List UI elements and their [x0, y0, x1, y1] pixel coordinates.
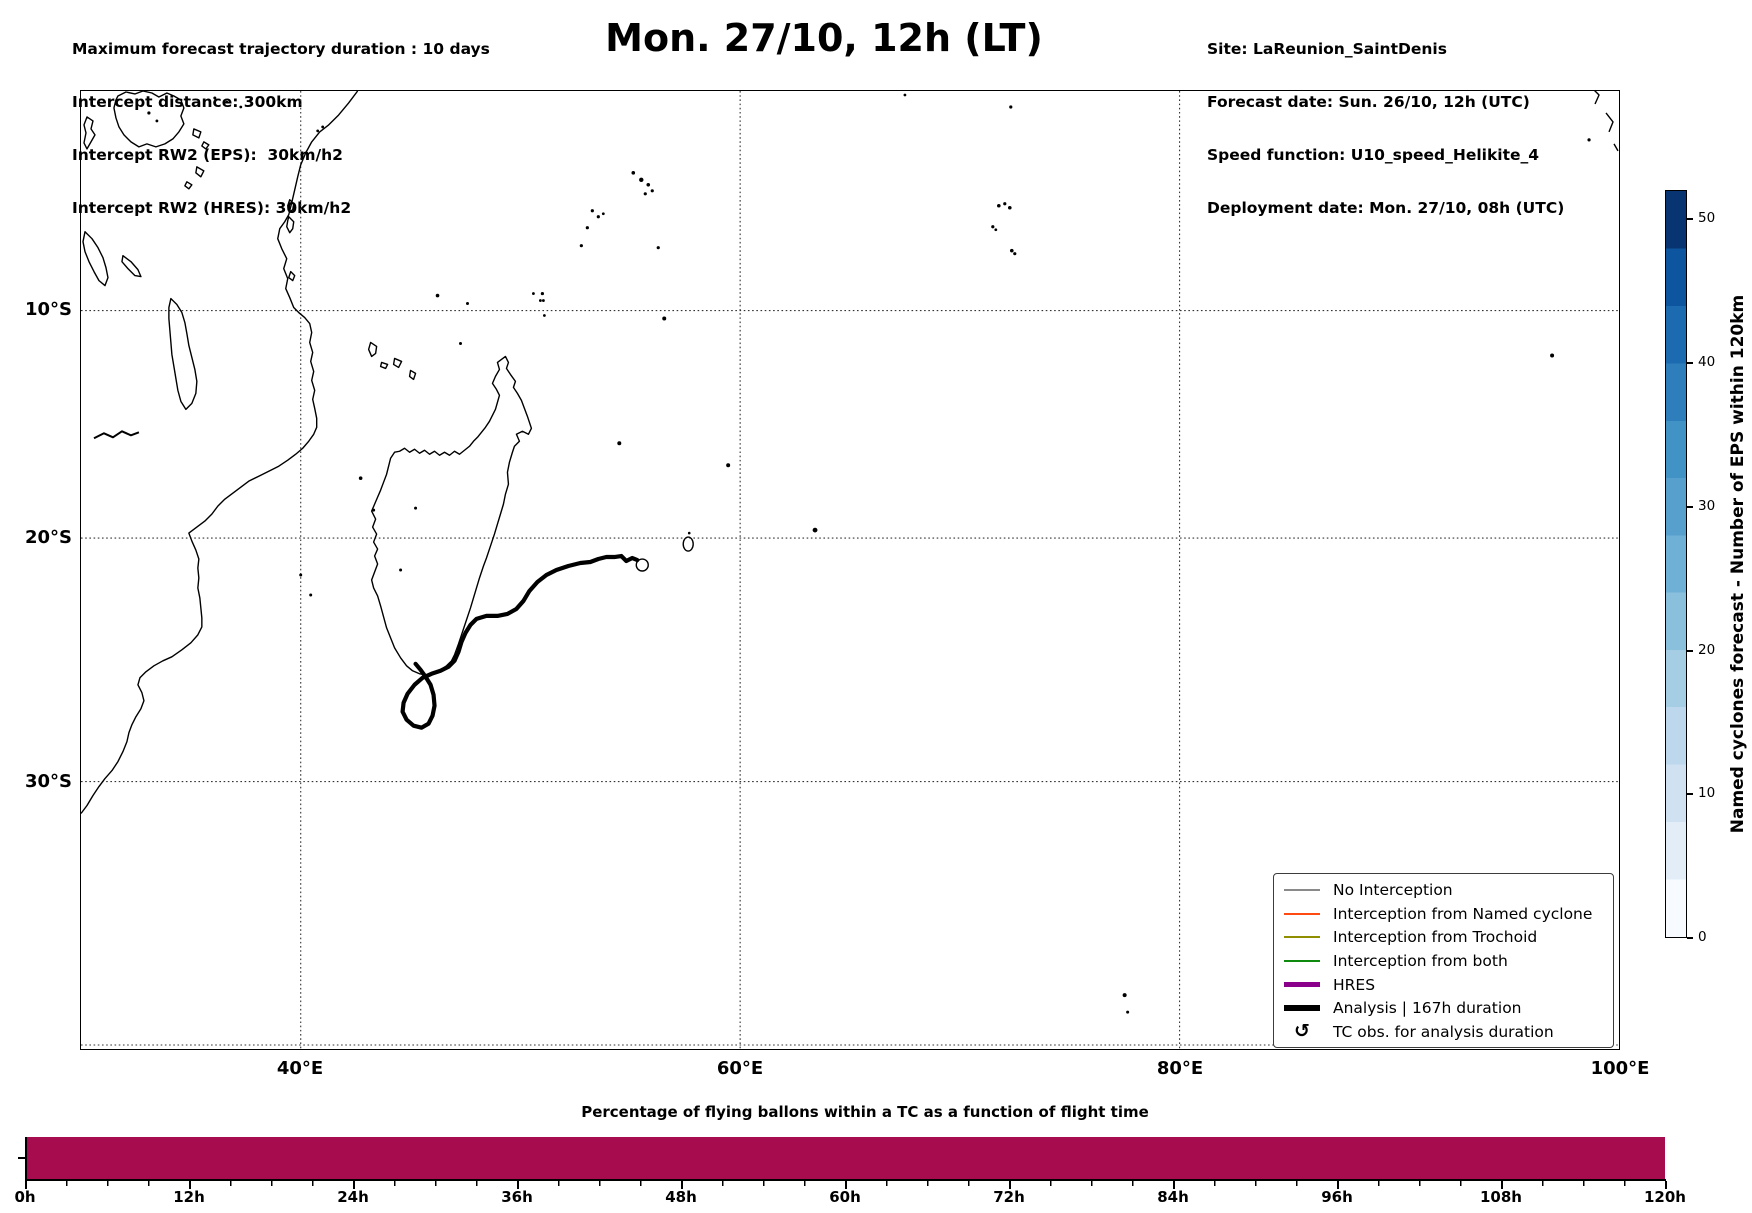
reunion-island: [635, 558, 649, 572]
colorbar-tick: [1687, 650, 1693, 652]
map-legend: No Interception Interception from Named …: [1273, 873, 1614, 1048]
comoros-anjouan: [392, 357, 403, 369]
colorbar-tick: [1687, 506, 1693, 508]
bottom-xtick-36h: 36h: [501, 1188, 533, 1206]
comoros-grande-comore: [367, 341, 378, 358]
comoros-moheli: [379, 361, 389, 370]
legend-line-olive: [1284, 936, 1320, 939]
colorbar-ticklabel-10: 10: [1698, 785, 1716, 801]
colorbar-ticklabel-0: 0: [1698, 929, 1707, 945]
bottom-xtick-0h: 0h: [14, 1188, 36, 1206]
bottom-xtick-60h: 60h: [829, 1188, 861, 1206]
colorbar-ticklabel-20: 20: [1698, 642, 1716, 658]
bottom-xtick-84h: 84h: [1157, 1188, 1189, 1206]
lake-victoria: [113, 91, 185, 148]
legend-item-analysis: Analysis | 167h duration: [1284, 997, 1605, 1019]
header-line-speed-function: Speed function: U10_speed_Helikite_4: [1207, 145, 1540, 164]
island-dots: [147, 93, 1591, 1014]
header-line-forecast-date: Forecast date: Sun. 26/10, 12h (UTC): [1207, 92, 1530, 111]
sumatra-corner-fragments: [1594, 91, 1619, 152]
bottom-chart-bar: [25, 1137, 1665, 1179]
lake-rukwa: [121, 254, 142, 278]
xtick-100e: 100°E: [1590, 1058, 1650, 1079]
bottom-xtick-96h: 96h: [1321, 1188, 1353, 1206]
lake-malawi: [168, 297, 198, 411]
xtick-60e: 60°E: [716, 1058, 764, 1079]
ytick-20s: 20°S: [24, 527, 72, 548]
zanzibar-island: [286, 216, 295, 234]
bottom-xtick-12h: 12h: [173, 1188, 205, 1206]
ytick-30s: 30°S: [24, 771, 72, 792]
colorbar-tick: [1687, 793, 1693, 795]
ytick-10s: 10°S: [24, 299, 72, 320]
colorbar-tick: [1687, 937, 1693, 939]
colorbar-ticklabel-30: 30: [1698, 498, 1716, 514]
bottom-xtick-120h: 120h: [1644, 1188, 1686, 1206]
legend-item-tc-obs: ↺ TC obs. for analysis duration: [1284, 1021, 1605, 1043]
header-line-site: Site: LaReunion_SaintDenis: [1207, 40, 1447, 59]
lake-kivu-edward: [83, 116, 96, 150]
colorbar-axis-label: Named cyclones forecast - Number of EPS …: [1728, 294, 1748, 834]
xtick-80e: 80°E: [1156, 1058, 1204, 1079]
analysis-trajectory-line: [400, 553, 640, 730]
cahora-bassa-lake: [93, 430, 140, 440]
mayotte-island: [408, 369, 417, 381]
colorbar-ticklabel-40: 40: [1698, 354, 1716, 370]
legend-item-named-cyclone: Interception from Named cyclone: [1284, 903, 1605, 925]
lake-tanganyika: [82, 231, 109, 287]
bottom-xtick-108h: 108h: [1480, 1188, 1522, 1206]
header-right-metadata: Site: LaReunion_SaintDenis Forecast date…: [1207, 6, 1564, 252]
legend-line-gray: [1284, 889, 1320, 891]
header-line-max-duration: Maximum forecast trajectory duration : 1…: [72, 40, 490, 59]
legend-line-purple: [1284, 982, 1320, 988]
xtick-40e: 40°E: [276, 1058, 324, 1079]
colorbar-blues: [1665, 190, 1687, 938]
colorbar-tick: [1687, 362, 1693, 364]
bottom-chart-x-axis: [25, 1179, 1666, 1181]
legend-item-no-interception: No Interception: [1284, 879, 1605, 901]
colorbar-tick: [1687, 218, 1693, 220]
cyclone-rotation-icon: ↺: [1294, 1020, 1310, 1043]
colorbar-ticklabel-50: 50: [1698, 210, 1716, 226]
bottom-xtick-24h: 24h: [337, 1188, 369, 1206]
legend-item-trochoid: Interception from Trochoid: [1284, 926, 1605, 948]
bottom-chart-left-spine: [25, 1137, 27, 1179]
map-axes: [80, 90, 1620, 1050]
map-svg: [81, 91, 1619, 1049]
legend-line-orangered: [1284, 912, 1320, 915]
legend-line-green: [1284, 959, 1320, 962]
africa-coastline: [81, 91, 359, 814]
header-line-intercept-rw2-eps: Intercept RW2 (EPS): 30km/h2: [72, 145, 343, 164]
mauritius-island: [682, 536, 694, 552]
legend-item-hres: HRES: [1284, 974, 1605, 996]
coastlines: [81, 91, 1619, 814]
header-line-intercept-rw2-hres: Intercept RW2 (HRES): 30km/h2: [72, 198, 352, 217]
bottom-xtick-72h: 72h: [993, 1188, 1025, 1206]
rift-lakes: [184, 128, 210, 190]
bottom-chart-y-tick: [18, 1157, 25, 1159]
madagascar-coastline: [370, 355, 533, 676]
pemba-island: [287, 199, 295, 213]
figure-title: Mon. 27/10, 12h (LT): [605, 16, 1043, 60]
mafia-island: [288, 270, 296, 282]
graticule: [81, 91, 1619, 1049]
legend-line-black-thick: [1284, 1005, 1320, 1012]
bottom-xtick-48h: 48h: [665, 1188, 697, 1206]
legend-item-both: Interception from both: [1284, 950, 1605, 972]
header-line-deployment-date: Deployment date: Mon. 27/10, 08h (UTC): [1207, 198, 1565, 217]
bottom-chart-major-ticks: [25, 1181, 1667, 1189]
bottom-chart-title: Percentage of flying ballons within a TC…: [581, 1103, 1149, 1121]
